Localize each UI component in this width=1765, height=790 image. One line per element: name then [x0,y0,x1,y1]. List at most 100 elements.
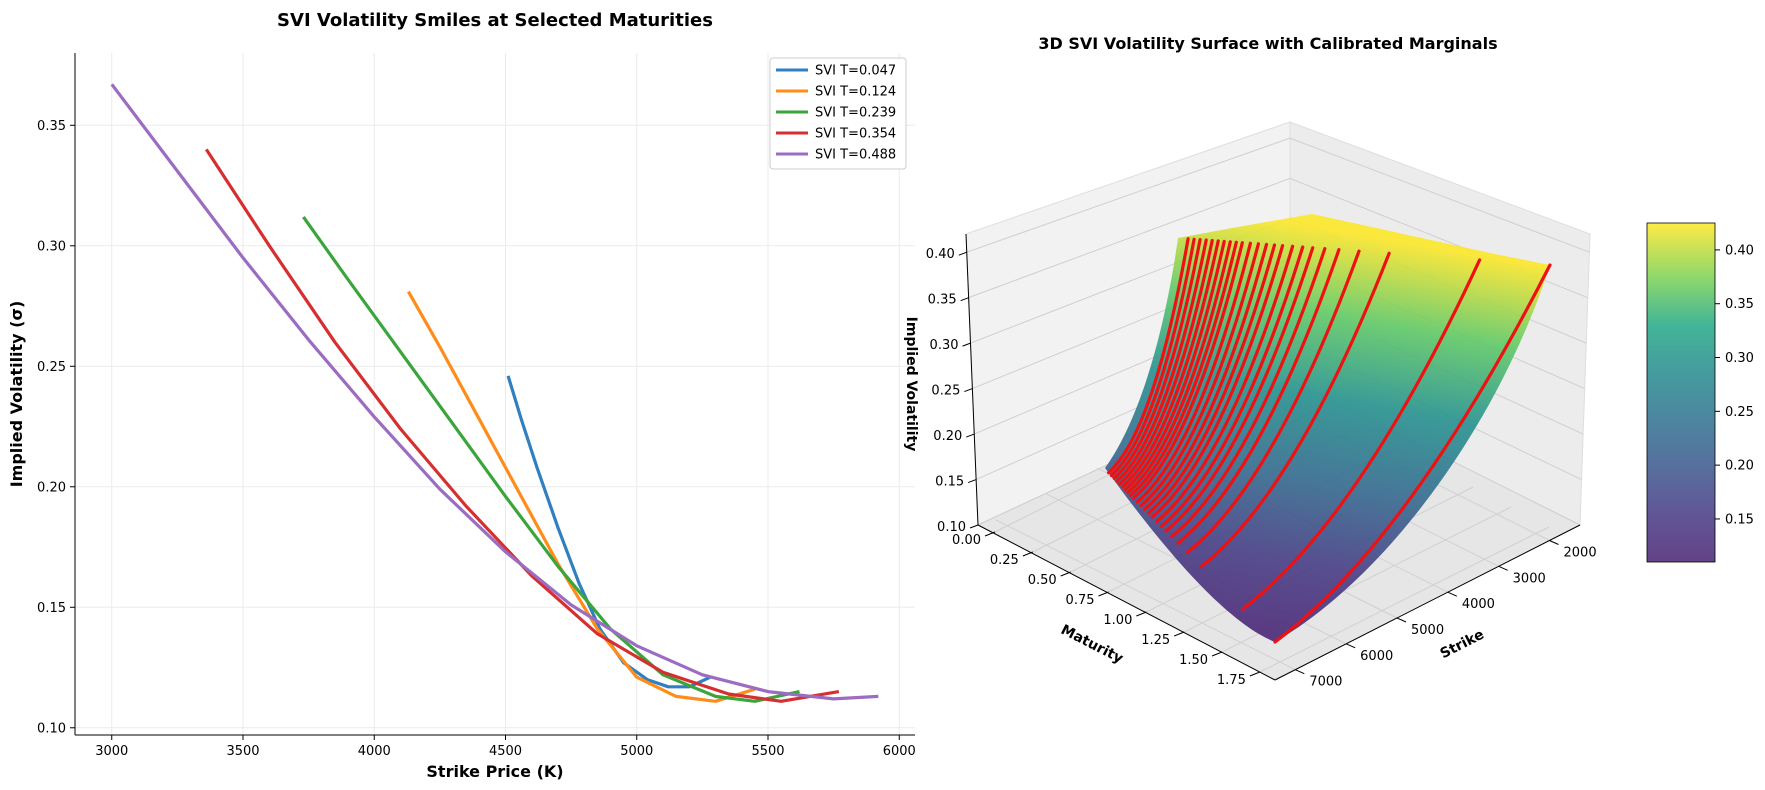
legend-label: SVI T=0.488 [815,148,896,163]
smile-legend-box [769,57,907,170]
z-tick-label: 0.30 [930,338,959,353]
z-tick [962,342,971,347]
z-gridline [966,137,1590,253]
z-tick-label: 0.15 [935,475,964,490]
marginal-curve [1155,244,1295,524]
marginal-curve [1185,249,1361,555]
strike-tick-label: 7000 [1309,675,1342,690]
maturity-tick [1060,571,1071,577]
surface-chart: 3D SVI Volatility Surface with Calibrate… [903,34,1754,690]
x-tick-label: 6000 [883,744,916,759]
maturity-tick-label: 0.75 [1066,593,1095,608]
maturity-tick [1022,551,1034,557]
y-tick-label: 0.10 [37,721,66,736]
colorbar-ticks: 0.15 0.20 0.25 0.30 0.35 0.40 [1715,243,1754,527]
marginal-curve [1150,244,1285,519]
strike-tick [1549,540,1559,545]
maturity-tick [1249,671,1261,677]
surface-chart-title: 3D SVI Volatility Surface with Calibrate… [1038,34,1497,53]
legend-label: SVI T=0.354 [815,127,896,142]
legend-label: SVI T=0.124 [815,85,896,100]
y-tick-label: 0.30 [37,239,66,254]
maturity-tick-label: 1.75 [1217,673,1246,688]
colorbar-tick-label: 0.40 [1725,243,1754,258]
marginal-curve [1139,242,1260,508]
smile-series-line [110,83,879,701]
maturity-tick-label: 0.00 [952,533,981,548]
marginal-curve [1135,241,1252,504]
colorbar-tick-label: 0.25 [1725,405,1754,420]
smile-lines [110,83,879,703]
surface-ylabel: Strike [1438,627,1487,663]
marginal-curve [1132,241,1244,500]
maturity-tick-label: 1.25 [1141,633,1170,648]
strike-tick [1447,591,1458,597]
smile-series-line [506,375,711,689]
marginal-curve [1129,240,1238,497]
strike-tick [1498,565,1508,571]
maturity-tick [984,531,996,537]
legend-label: SVI T=0.239 [815,106,896,121]
maturity-tick-label: 0.50 [1028,573,1057,588]
z-tick [967,479,977,483]
smile-chart: SVI Volatility Smiles at Selected Maturi… [7,10,916,781]
x-tick-label: 3500 [226,744,259,759]
strike-tick-label: 6000 [1360,649,1393,664]
smile-ticks: 3000 3500 4000 4500 5000 5500 6000 0.10 0.15 0.20… [37,119,916,759]
colorbar-tick-label: 0.30 [1725,351,1754,366]
marginal-curve [1112,238,1202,480]
marginal-curve [1118,238,1214,486]
marginal-curve [1115,238,1208,483]
maturity-tick [1098,591,1109,597]
smile-legend-entries: SVI T=0.047 SVI T=0.124 SVI T=0.239 SVI T=0… [776,64,896,163]
marginal-curve [1123,239,1226,492]
marginal-curve [1169,247,1327,539]
marginal-curve [1146,243,1277,515]
strike-tick [1396,617,1407,623]
smile-legend: SVI T=0.047 SVI T=0.124 SVI T=0.239 SVI T=0… [769,57,907,170]
z-tick-label: 0.20 [933,429,962,444]
strike-tick-label: 3000 [1513,571,1546,586]
legend-label: SVI T=0.047 [815,64,896,79]
x-tick-label: 5000 [620,744,653,759]
z-tick-label: 0.40 [926,247,955,262]
colorbar-tick-label: 0.15 [1725,512,1754,527]
x-tick-label: 4500 [489,744,522,759]
strike-tick [1295,669,1305,675]
strike-tick [1345,643,1356,649]
marginal-curve [1109,237,1196,478]
marginal-curve [1120,239,1220,489]
marginal-curve [1199,251,1391,569]
colorbar-tick-label: 0.20 [1725,459,1754,474]
smile-series-line [302,215,800,703]
smile-ylabel: Implied Volatility (σ) [7,301,26,488]
y-tick-label: 0.20 [37,480,66,495]
strike-tick-label: 5000 [1411,623,1444,638]
smile-xlabel: Strike Price (K) [426,762,563,781]
surface-marginals [1107,237,1552,644]
marginal-curve [1143,242,1269,511]
smile-chart-title: SVI Volatility Smiles at Selected Maturi… [277,10,713,31]
smile-series-line [407,290,756,703]
marginal-curve [1273,263,1552,644]
marginal-curve [1159,245,1305,528]
x-tick-label: 5500 [751,744,784,759]
maturity-tick-label: 0.25 [990,553,1019,568]
marginal-curve [1126,240,1232,495]
smile-series-line [204,148,840,703]
z-tick-label: 0.25 [931,384,960,399]
marginal-curve [1164,246,1315,533]
x-tick-label: 3000 [95,744,128,759]
y-tick-label: 0.35 [37,119,66,134]
colorbar-tick-label: 0.35 [1725,297,1754,312]
z-tick [958,251,967,256]
maturity-floor-gridline [1259,526,1550,673]
z-tick [966,433,975,438]
surface-strike-axis-line [1274,524,1581,681]
surface-ticks: 0.10 0.15 0.20 0.25 0.30 0.35 0.40 0.00 0.25 0.50… [926,247,1597,689]
maturity-tick [1174,631,1185,637]
strike-tick-label: 4000 [1462,597,1495,612]
z-tick-label: 0.35 [928,293,957,308]
strike-tick-label: 2000 [1564,546,1597,561]
